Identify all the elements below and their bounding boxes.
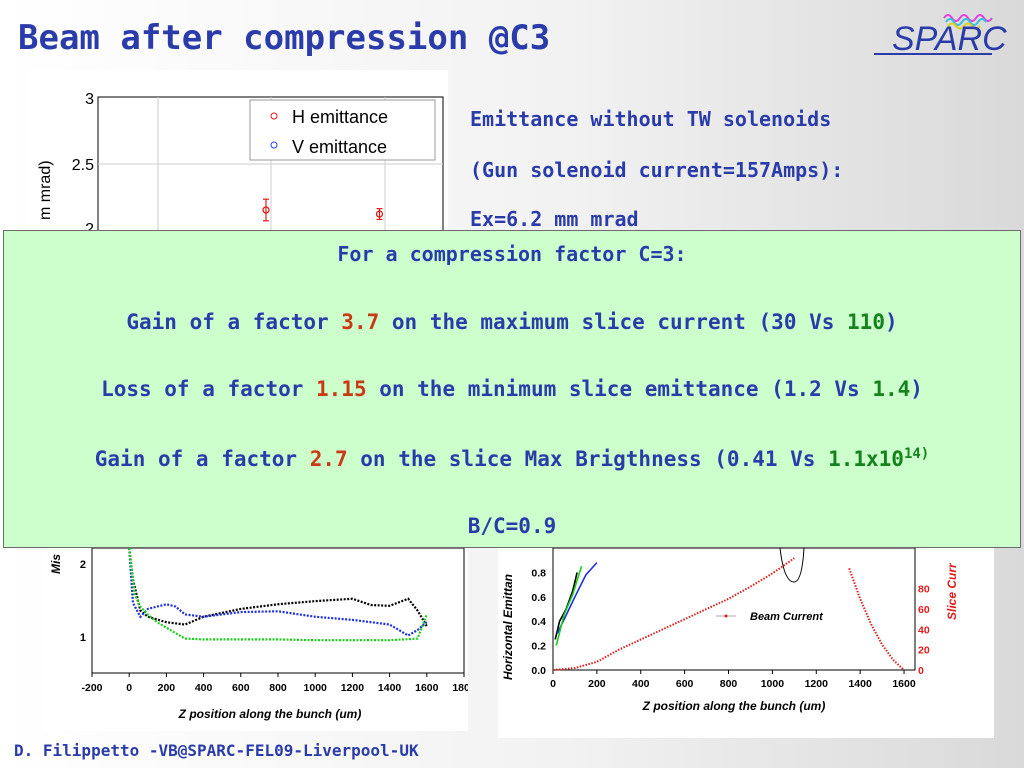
x-tick-label: 600 [676,678,694,690]
legend-beam-current: Beam Current [750,611,824,623]
note-gun-solenoid: (Gun solenoid current=157Amps): [470,158,844,182]
data-point [262,206,270,214]
x-tick-label: 0 [126,682,132,694]
x-tick-label: 1400 [378,682,402,694]
x-tick-label: 800 [269,682,287,694]
slice-current-plot-panel: Horizontal Emittan Slice Curr 0.0 0.2 0.4 0… [498,547,994,738]
x-tick-label: 800 [720,678,738,690]
text: Gain of a factor [94,447,310,471]
text: ) [910,377,923,401]
y-axis-label: Mis [49,554,63,574]
x-tick-label: 1000 [304,682,328,694]
overlay-gain-current: Gain of a factor 3.7 on the maximum slic… [4,310,1020,334]
x-tick-label: 1000 [761,678,785,690]
legend-h-emittance: H emittance [292,107,388,127]
factor-value: 1.15 [316,377,367,401]
emittance-plot: m mrad) 3 2.5 2 H emittance V emittance [37,91,611,242]
overlay-ratio: B/C=0.9 [467,514,557,538]
y-tick-label: 0.2 [531,641,546,653]
overlay-gain-brightness: Gain of a factor 2.7 on the slice Max Br… [4,446,1020,471]
ellipse-annotation [779,547,805,583]
y-tick-label: 2 [80,559,86,571]
x-axis-label: Z position along the bunch (um) [642,699,826,713]
x-tick-label: 1600 [892,678,916,690]
overlay-loss-emittance: Loss of a factor 1.15 on the minimum sli… [4,377,1020,401]
new-value: 1.1x10 [828,447,904,471]
y-tick-label: 1 [80,632,86,644]
x-tick-label: -200 [81,682,102,694]
x-tick-label: 400 [195,682,213,694]
x-tick-label: 1800 [452,682,468,694]
y-tick-label: 2 [85,221,94,235]
text: ) [884,310,898,334]
y2-tick-label: 40 [918,624,930,636]
text: on the minimum slice emittance (1.2 Vs [366,377,873,401]
series-line [128,547,428,627]
y-tick-label: 2.5 [72,157,94,174]
exponent: 14) [903,446,930,462]
mismatch-plot: Mis 2 1 -200 0 200 400 600 800 1000 1200 1400 160… [49,547,476,721]
overlay-heading: For a compression factor C=3: [337,242,687,266]
summary-overlay: For a compression factor C=3: Gain of a … [3,230,1021,548]
y-axis-label: Horizontal Emittan [501,574,515,680]
y-tick-label: 0.4 [531,616,546,628]
y-tick-label: 0.0 [531,665,546,677]
footer-credit: D. Filippetto -VB@SPARC-FEL09-Liverpool-… [14,741,419,760]
text: on the maximum slice current (30 Vs [379,310,848,334]
slide-title: Beam after compression @C3 [18,18,551,58]
x-tick-label: 200 [588,678,606,690]
x-tick-label: 200 [158,682,176,694]
y2-tick-label: 60 [918,604,930,616]
text: Gain of a factor [126,310,342,334]
legend-v-emittance: V emittance [292,137,387,157]
series-line [555,566,583,646]
y-tick-label: 3 [85,91,94,108]
factor-value: 3.7 [341,310,380,334]
plot-frame [552,547,916,671]
series-line [848,567,905,671]
x-tick-label: 1600 [415,682,439,694]
x-tick-label: 1200 [341,682,365,694]
data-point [375,210,384,218]
text: on the slice Max Brigthness (0.41 Vs [347,447,829,471]
emittance-plot-panel: m mrad) 3 2.5 2 H emittance V emittance [28,70,611,242]
series-line [552,557,795,671]
series-line [128,547,428,637]
y2-tick-label: 0 [918,665,924,677]
logo-text: SPARC [892,20,1007,58]
text: Loss of a factor [101,377,317,401]
factor-value: 2.7 [309,447,348,471]
new-value: 110 [847,310,885,334]
x-tick-label: 600 [232,682,250,694]
x-axis-label: Z position along the bunch (um) [178,707,362,721]
note-ex-value: Ex=6.2 mm mrad [470,207,639,231]
plot-frame [91,547,465,674]
slice-current-plot: Horizontal Emittan Slice Curr 0.0 0.2 0.4 0… [501,547,959,713]
legend: H emittance V emittance [249,99,436,161]
new-value: 1.4 [872,377,911,401]
y2-tick-label: 20 [918,645,930,657]
note-emittance-heading: Emittance without TW solenoids [470,107,832,131]
series-line [128,547,428,642]
y2-axis-label: Slice Curr [945,562,959,620]
x-tick-label: 1400 [848,678,872,690]
mismatch-plot-panel: Mis 2 1 -200 0 200 400 600 800 1000 1200 1400 160… [44,547,476,731]
y-tick-label: 0.8 [531,567,546,579]
y2-tick-label: 80 [918,584,930,596]
y-axis-label: m mrad) [37,160,54,220]
legend: Beam Current [716,611,824,623]
x-tick-label: 400 [632,678,650,690]
sparc-logo: SPARC [874,14,1007,58]
x-tick-label: 0 [550,678,556,690]
x-tick-label: 1200 [805,678,829,690]
y-tick-label: 0.6 [531,592,546,604]
